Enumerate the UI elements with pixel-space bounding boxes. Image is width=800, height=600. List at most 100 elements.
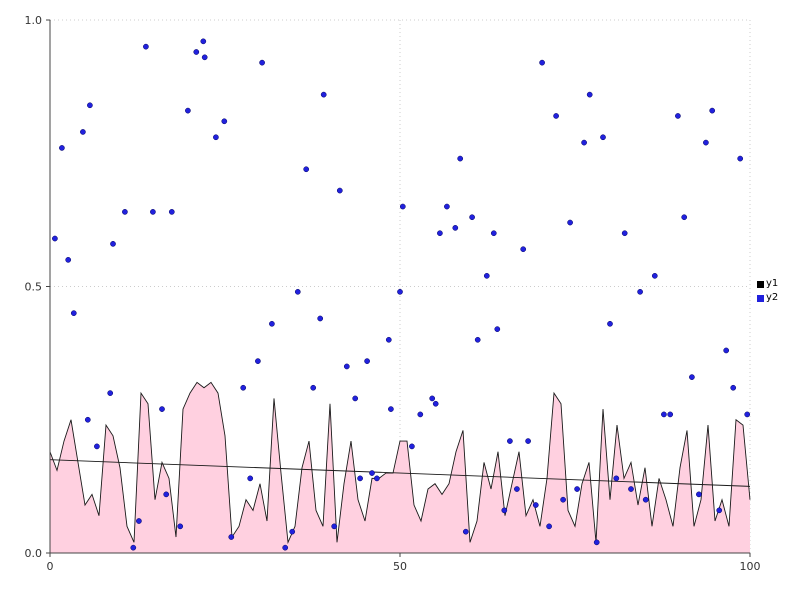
y2-point — [343, 363, 350, 370]
y2-point — [336, 187, 343, 194]
y2-point — [628, 486, 634, 492]
y2-point — [269, 320, 275, 327]
y2-point — [621, 230, 628, 237]
y2-point — [469, 214, 475, 221]
y2-point — [221, 118, 228, 125]
y2-point — [150, 209, 156, 215]
y2-point — [600, 134, 606, 141]
y2-point — [462, 528, 469, 535]
y2-point — [228, 534, 235, 540]
y2-point — [507, 438, 513, 444]
y2-point — [110, 241, 116, 247]
y2-point — [716, 507, 723, 514]
y1-area — [50, 382, 750, 553]
legend: y1 y2 — [757, 277, 778, 305]
y2-point — [168, 209, 175, 215]
y2-point — [452, 225, 459, 231]
y2-point — [525, 438, 531, 444]
y2-point — [474, 336, 481, 343]
y2-point — [642, 496, 649, 503]
y2-point — [532, 502, 539, 508]
y2-point — [87, 102, 93, 109]
y2-point — [681, 214, 688, 221]
y2-point — [240, 384, 247, 391]
y2-point — [607, 320, 613, 327]
y2-point — [696, 491, 702, 498]
y2-point — [637, 288, 643, 295]
y2-point — [586, 91, 593, 98]
y2-point — [514, 486, 520, 492]
y2-point — [581, 139, 587, 146]
y2-point — [159, 406, 165, 412]
y2-point — [213, 134, 219, 141]
y2-point — [352, 395, 359, 402]
y2-point — [539, 59, 545, 66]
y2-point — [200, 38, 207, 45]
y2-point — [399, 203, 406, 210]
y2-point — [84, 416, 91, 423]
y2-point — [255, 358, 261, 364]
y2-point — [560, 496, 566, 503]
y2-point — [409, 443, 415, 450]
y2-point — [417, 411, 424, 418]
y2-point — [70, 310, 77, 316]
y2-point — [651, 272, 658, 279]
y2-point — [65, 257, 72, 263]
y2-point — [193, 49, 200, 55]
y2-point — [567, 219, 573, 226]
y2-point — [432, 400, 439, 407]
legend-label-y1: y1 — [766, 278, 779, 289]
y2-point — [429, 395, 436, 402]
y1-swatch-icon — [757, 280, 764, 288]
y2-point — [130, 544, 137, 551]
y2-point — [163, 491, 170, 498]
y2-point — [259, 59, 265, 66]
y2-point — [397, 288, 403, 295]
y2-point — [520, 246, 527, 253]
y2-point — [201, 54, 208, 61]
y2-point — [374, 475, 380, 482]
y2-point — [388, 406, 394, 412]
y2-point — [357, 475, 363, 482]
y2-point — [703, 139, 709, 146]
legend-item-y1: y1 — [757, 277, 778, 291]
y2-point — [122, 209, 128, 215]
y2-point — [310, 384, 317, 391]
y2-point — [613, 475, 620, 482]
y2-point — [574, 486, 580, 492]
y2-point — [553, 113, 559, 119]
y2-point — [667, 411, 674, 418]
y2-point — [247, 475, 254, 482]
y2-swatch-icon — [757, 294, 764, 302]
y2-point — [457, 155, 464, 162]
y2-point — [709, 107, 716, 114]
y2-point — [136, 518, 142, 524]
legend-label-y2: y2 — [766, 292, 779, 303]
y2-point — [303, 166, 310, 173]
y1-trend-line — [49, 459, 751, 487]
x-tick-label: 100 — [740, 560, 761, 573]
y2-point — [593, 539, 600, 546]
y2-point — [320, 91, 327, 98]
y2-point — [331, 523, 338, 530]
y2-point — [483, 272, 490, 279]
y2-point — [675, 113, 681, 119]
y2-point — [737, 155, 744, 162]
y2-point — [94, 443, 100, 450]
y2-point — [317, 315, 324, 322]
y2-point — [364, 358, 370, 364]
y2-point — [282, 544, 289, 551]
y2-point — [369, 470, 375, 476]
y2-point — [494, 326, 501, 332]
x-tick-label: 50 — [393, 560, 407, 573]
y-tick-label: 1.0 — [25, 14, 43, 27]
y2-point — [80, 129, 86, 135]
y2-point — [723, 347, 730, 354]
legend-item-y2: y2 — [757, 291, 778, 305]
y2-point — [744, 411, 751, 418]
y2-point — [294, 288, 301, 295]
y2-point — [501, 507, 508, 514]
y2-point — [59, 145, 65, 151]
y2-point — [289, 528, 296, 535]
